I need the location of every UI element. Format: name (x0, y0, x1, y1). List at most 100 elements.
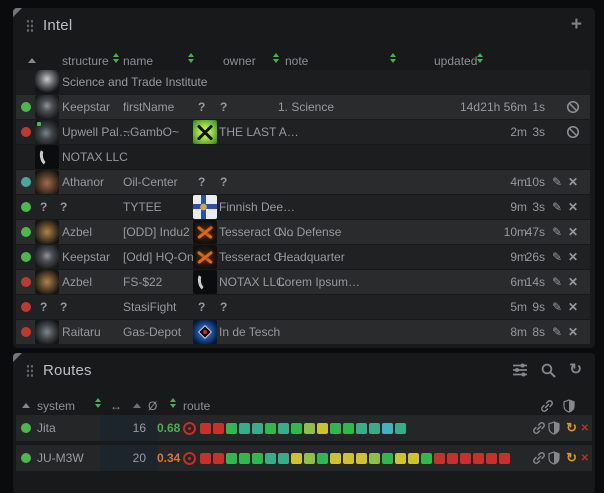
refresh-icon[interactable]: ↻ (566, 420, 577, 435)
updated-seconds: 1s (532, 100, 545, 114)
col-structure[interactable]: structure (62, 54, 109, 68)
note-text: 1. Science (278, 100, 335, 114)
col-avg-security[interactable]: Ø (148, 399, 158, 413)
sort-icon[interactable] (273, 53, 279, 63)
delete-icon[interactable]: ✕ (567, 275, 578, 289)
sliders-icon[interactable] (512, 362, 528, 378)
unknown-owner-icon: ? (198, 100, 206, 114)
sort-asc-icon[interactable] (28, 58, 36, 63)
route-jump-square (265, 452, 276, 464)
col-owner[interactable]: owner (223, 54, 256, 68)
security-value: 0.34 (157, 451, 181, 465)
edit-icon[interactable]: ✎ (551, 325, 562, 339)
route-row[interactable]: Jita 16 0.68 ↻ ✕ (16, 415, 592, 441)
link-icon[interactable] (532, 421, 546, 435)
col-system[interactable]: system (37, 399, 76, 413)
col-route[interactable]: route (183, 399, 211, 413)
delete-icon[interactable]: ✕ (567, 250, 578, 264)
delete-icon[interactable]: ✕ (580, 453, 589, 464)
drag-handle-icon[interactable] (26, 363, 34, 377)
edit-icon[interactable]: ✎ (551, 175, 562, 189)
delete-icon[interactable]: ✕ (567, 200, 578, 214)
col-jumps[interactable]: ↔ (110, 399, 122, 413)
sort-icon[interactable] (113, 53, 119, 63)
add-intel-button[interactable]: + (570, 14, 582, 35)
refresh-icon[interactable]: ↻ (566, 450, 577, 465)
shield-icon[interactable] (547, 421, 561, 435)
owner-name: Finnish Dee… (219, 200, 296, 214)
structure-name: Gas-Depot (123, 325, 182, 339)
intel-row[interactable]: ?? StasiFight?? 5m 9s ✎ ✕ (16, 295, 590, 319)
route-jump-square (304, 422, 315, 434)
intel-row[interactable]: Athanor Oil-Center?? 4m 10s ✎ ✕ (16, 170, 590, 194)
intel-row[interactable]: Keepstar [Odd] HQ-One Tesseract C… Headquar… (16, 245, 590, 269)
updated-seconds: 8s (532, 325, 545, 339)
delete-icon[interactable]: ✕ (567, 175, 578, 189)
ban-icon[interactable] (566, 100, 580, 114)
origin-system-icon (183, 421, 196, 435)
crescent-logo-icon (193, 270, 217, 294)
route-row[interactable]: JU-M3W 20 0.34 ↻ ✕ (16, 445, 592, 471)
edit-icon[interactable]: ✎ (551, 225, 562, 239)
updated-time: 5m (510, 300, 527, 314)
intel-row[interactable]: Keepstar firstName?? 1. Science 14d 21h 56m 1… (16, 95, 590, 119)
link-icon[interactable] (532, 451, 546, 465)
sort-icon[interactable] (477, 53, 483, 63)
edit-icon[interactable]: ✎ (551, 275, 562, 289)
delete-icon[interactable]: ✕ (567, 325, 578, 339)
azbel-thumbnail (35, 220, 59, 244)
keepstar-thumbnail (35, 95, 59, 119)
sort-icon[interactable] (170, 398, 176, 408)
route-jump-square (213, 422, 224, 434)
azbel-thumbnail (35, 270, 59, 294)
sort-asc-icon[interactable] (22, 403, 30, 408)
shield-icon[interactable] (547, 451, 561, 465)
athanor-thumbnail (35, 170, 59, 194)
sort-icon[interactable] (95, 398, 101, 408)
sort-icon[interactable] (390, 53, 396, 63)
note-text: Headquarter (278, 250, 345, 264)
route-jump-square (473, 452, 484, 464)
intel-row[interactable]: Upwell Pal… ~GambO~ THE LAST A… 2m 3s (16, 120, 590, 144)
route-jump-square (239, 452, 250, 464)
intel-row[interactable]: ?? TYTEE Finnish Dee… 9m 3s ✎ ✕ (16, 195, 590, 219)
route-jump-square (252, 422, 263, 434)
intel-row[interactable]: Azbel [ODD] Indu2 Tesseract C… No Defense 10… (16, 220, 590, 244)
search-icon[interactable] (541, 363, 557, 378)
route-jump-square (447, 452, 458, 464)
panel-title: Intel (43, 16, 73, 34)
route-jump-square (317, 452, 328, 464)
delete-icon[interactable]: ✕ (567, 300, 578, 314)
updated-seconds: 9s (532, 300, 545, 314)
security-value: 0.68 (157, 421, 181, 435)
intel-row[interactable]: Raitaru Gas-Depot In de Tesch 8m 8s ✎ ✕ (16, 320, 590, 344)
intel-group-row[interactable]: NOTAX LLC (16, 145, 590, 169)
delete-icon[interactable]: ✕ (580, 423, 589, 434)
sort-asc-icon[interactable] (133, 403, 141, 408)
ban-icon[interactable] (566, 125, 580, 139)
col-name[interactable]: name (123, 54, 154, 68)
status-dot (21, 227, 31, 237)
jump-count: 16 (100, 415, 158, 441)
updated-seconds: 26s (525, 250, 545, 264)
edit-icon[interactable]: ✎ (551, 300, 562, 314)
edit-icon[interactable]: ✎ (551, 250, 562, 264)
sort-icon[interactable] (188, 53, 194, 63)
col-note[interactable]: note (285, 54, 309, 68)
route-jump-square (213, 452, 224, 464)
route-jump-square (343, 452, 354, 464)
intel-row[interactable]: Azbel FS-$22 NOTAX LLC Lorem Ipsum… 6m 14s ✎ ✕ (16, 270, 590, 294)
route-jump-square (291, 422, 302, 434)
route-jump-square (486, 452, 497, 464)
col-updated[interactable]: updated (434, 54, 478, 68)
refresh-icon[interactable]: ↻ (569, 361, 582, 378)
intel-group-row[interactable]: Science and Trade Institute (16, 70, 590, 94)
delete-icon[interactable]: ✕ (567, 225, 578, 239)
route-jump-square (395, 422, 406, 434)
edit-icon[interactable]: ✎ (551, 200, 562, 214)
drag-handle-icon[interactable] (26, 18, 34, 32)
group-label: Science and Trade Institute (62, 75, 208, 89)
updated-seconds: 3s (532, 200, 545, 214)
status-dot (21, 453, 31, 463)
route-jump-square (304, 452, 315, 464)
